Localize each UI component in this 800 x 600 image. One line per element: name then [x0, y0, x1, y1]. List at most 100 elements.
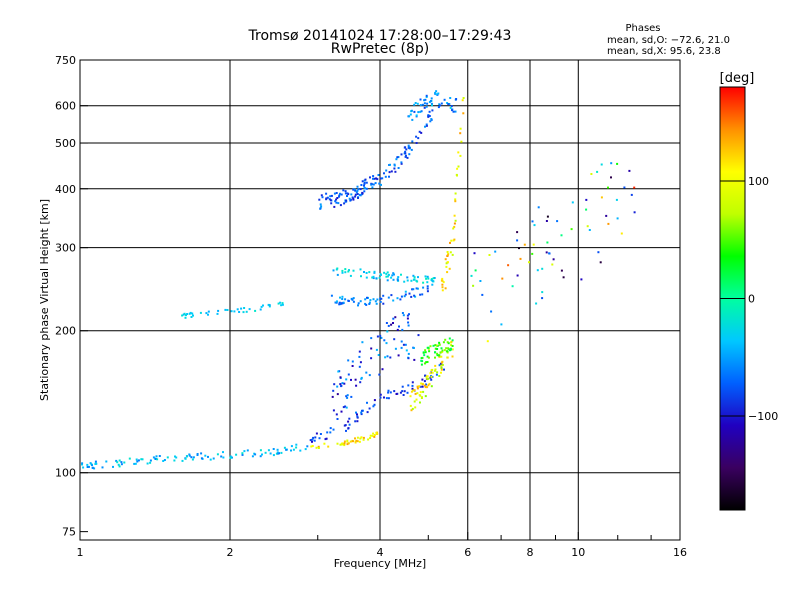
data-point	[410, 295, 413, 298]
data-point	[311, 445, 314, 447]
data-point	[186, 313, 189, 315]
grid-lines	[80, 60, 680, 540]
data-point	[356, 413, 358, 416]
data-point	[317, 445, 320, 448]
data-point	[451, 339, 454, 342]
data-point	[397, 276, 400, 279]
data-point	[531, 252, 534, 255]
data-point	[259, 308, 262, 311]
data-point	[401, 312, 404, 314]
data-point	[439, 351, 442, 354]
data-point	[149, 461, 152, 464]
data-point	[359, 268, 362, 271]
data-point	[185, 314, 187, 317]
plot-frame	[79, 59, 681, 541]
data-point	[347, 300, 350, 302]
data-point	[335, 301, 338, 304]
data-point	[417, 111, 420, 114]
data-point	[411, 387, 414, 390]
data-point	[120, 463, 123, 466]
data-point	[352, 197, 355, 200]
data-point	[396, 279, 399, 282]
data-point	[339, 192, 341, 195]
data-point	[236, 308, 239, 311]
data-point	[120, 461, 123, 464]
data-point	[449, 241, 451, 244]
data-point	[447, 347, 450, 350]
data-point	[425, 277, 428, 280]
data-point	[454, 192, 457, 195]
data-point	[272, 448, 275, 450]
data-point	[379, 393, 382, 396]
data-point	[346, 192, 349, 195]
data-point	[488, 254, 491, 256]
data-point	[91, 464, 93, 467]
data-point	[207, 313, 209, 316]
data-point	[605, 214, 608, 217]
data-point	[361, 180, 364, 183]
data-point	[447, 103, 450, 106]
x-tick-label: 10	[571, 546, 585, 559]
data-point	[417, 137, 420, 140]
data-point	[326, 431, 329, 434]
data-point	[371, 186, 374, 189]
data-point	[280, 304, 283, 307]
data-point	[356, 415, 359, 418]
data-point	[546, 215, 549, 218]
data-point	[359, 194, 362, 197]
data-point	[441, 286, 444, 289]
data-point	[440, 355, 443, 358]
data-point	[430, 385, 433, 388]
data-point	[436, 348, 439, 350]
data-point	[152, 456, 155, 459]
data-point	[361, 341, 364, 344]
data-point	[355, 411, 357, 414]
data-point	[421, 385, 424, 388]
data-point	[516, 239, 519, 242]
data-point	[277, 302, 280, 305]
data-point	[378, 373, 381, 376]
data-point	[362, 436, 365, 439]
data-point	[339, 383, 342, 386]
data-point	[394, 316, 397, 319]
data-point	[552, 258, 555, 261]
data-point	[344, 192, 347, 195]
data-point	[317, 447, 320, 449]
stats-line-o: mean, sd,O: −72.6, 21.0	[607, 35, 730, 46]
data-point	[425, 96, 428, 98]
data-point	[354, 437, 356, 440]
data-point	[427, 114, 430, 117]
data-point	[449, 251, 452, 254]
y-tick-label: 600	[55, 100, 76, 113]
data-point	[357, 304, 359, 307]
data-point	[359, 361, 362, 364]
colorbar-tick-label: −100	[748, 410, 778, 423]
data-point	[413, 276, 416, 279]
data-point	[373, 270, 376, 273]
data-point	[267, 449, 270, 452]
data-point	[425, 361, 428, 364]
data-point	[359, 381, 362, 384]
data-point	[116, 461, 119, 464]
data-point	[318, 198, 321, 201]
data-point	[408, 292, 411, 295]
data-point	[334, 301, 337, 304]
data-point	[406, 156, 409, 159]
data-point	[541, 291, 544, 294]
data-point	[600, 163, 603, 166]
data-point	[369, 434, 372, 437]
data-point	[393, 164, 396, 167]
data-point	[415, 398, 418, 401]
data-point	[616, 217, 619, 220]
data-point	[346, 439, 349, 442]
data-point	[412, 389, 415, 392]
data-point	[450, 340, 453, 343]
data-point	[399, 298, 402, 301]
data-point	[332, 269, 335, 272]
data-point	[397, 156, 400, 158]
data-point	[410, 390, 413, 393]
data-point	[375, 277, 378, 280]
data-point	[406, 279, 409, 282]
data-point	[400, 340, 403, 343]
y-tick-label: 200	[55, 325, 76, 338]
